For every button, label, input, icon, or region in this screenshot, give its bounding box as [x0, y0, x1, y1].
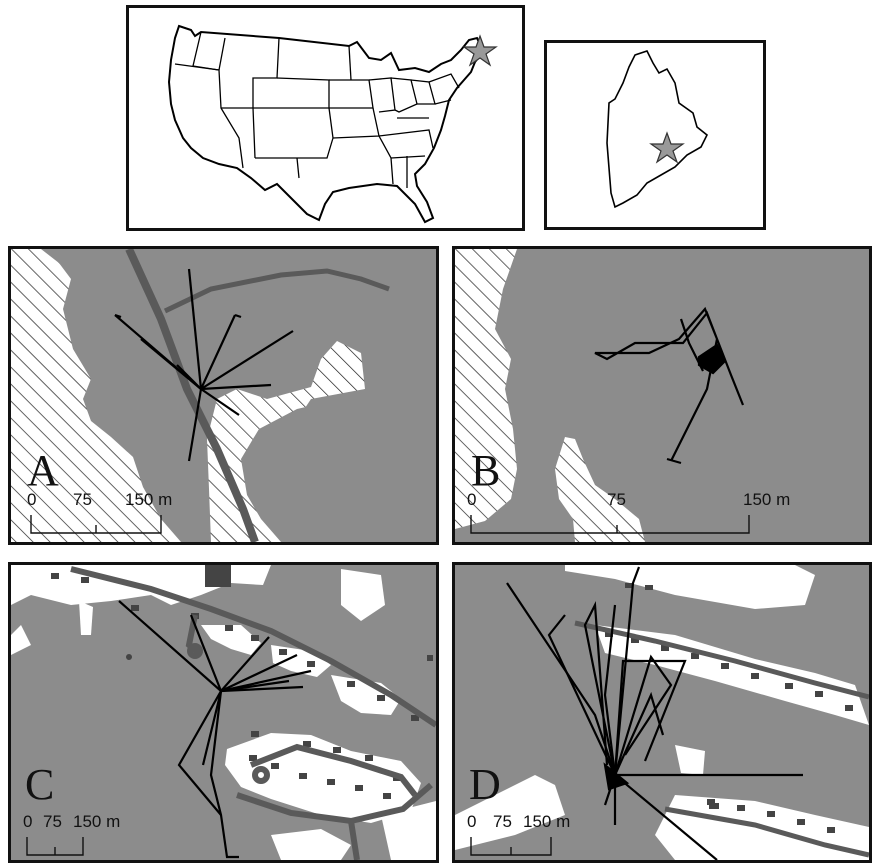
panel-b-map: B 0 75 150 m — [452, 246, 872, 545]
roads — [70, 566, 436, 860]
movement-tracks — [114, 268, 294, 462]
scale-bar: 0 75 150 m — [27, 491, 177, 537]
scale-label-150: 150 m — [523, 812, 571, 831]
scale-label-0: 0 — [467, 812, 477, 831]
forest-area — [455, 249, 869, 542]
panel-d-map: D 0 75 150 m — [452, 562, 872, 863]
scale-label-0: 0 — [27, 490, 37, 509]
scale-label-150: 150 m — [125, 490, 173, 509]
maine-outline — [606, 50, 709, 209]
scale-label-75: 75 — [493, 812, 512, 831]
scale-bar: 0 75 150 m — [23, 813, 163, 859]
road-secondary — [163, 268, 390, 314]
usa-outline — [167, 24, 485, 224]
scale-label-75: 75 — [73, 490, 92, 509]
scale-bar: 0 75 150 m — [467, 813, 607, 859]
pond — [126, 654, 132, 660]
movement-tracks — [118, 600, 312, 859]
scale-bar: 0 75 150 m — [467, 491, 807, 537]
road-main — [125, 249, 259, 542]
forest-area — [41, 249, 436, 542]
scale-label-150: 150 m — [743, 490, 791, 509]
town-star-marker — [649, 131, 685, 164]
panel-c-map: C 0 75 150 m — [8, 562, 439, 863]
building-footprints — [51, 565, 433, 799]
scale-label-0: 0 — [467, 490, 477, 509]
maine-star-marker — [462, 34, 498, 67]
building-footprints — [605, 583, 853, 833]
state-borders — [174, 31, 460, 188]
panel-label: B — [471, 446, 501, 495]
movement-tracks — [594, 306, 745, 465]
scale-label-75: 75 — [43, 812, 62, 831]
movement-tracks — [506, 566, 803, 860]
scale-label-150: 150 m — [73, 812, 121, 831]
panel-label: D — [469, 760, 501, 809]
scale-label-75: 75 — [607, 490, 626, 509]
panel-a-map: A 0 75 150 m — [8, 246, 439, 545]
panel-label: A — [27, 446, 59, 495]
panel-label: C — [25, 760, 55, 809]
usa-inset-map — [126, 5, 525, 231]
maine-inset-map — [544, 40, 766, 230]
scale-label-0: 0 — [23, 812, 33, 831]
forest-patch — [287, 389, 383, 463]
